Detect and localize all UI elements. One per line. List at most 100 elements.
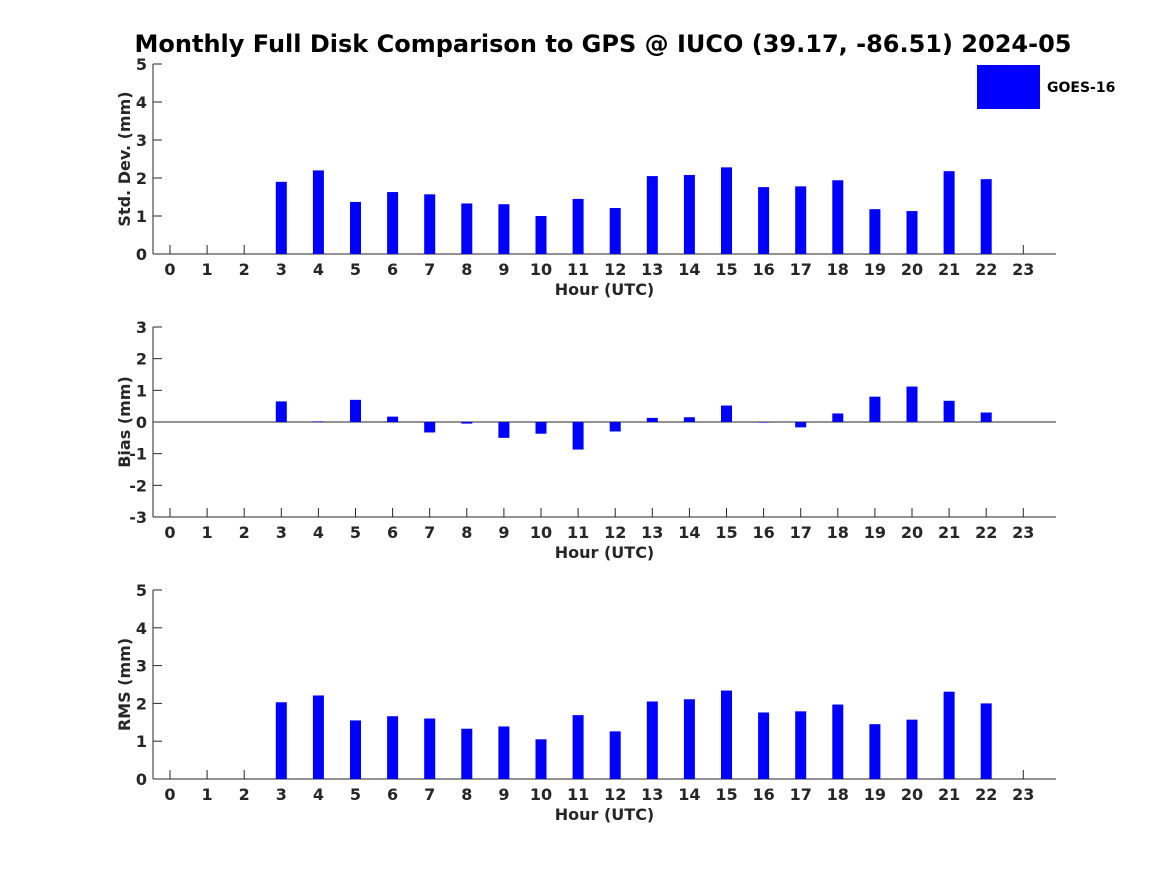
x-axis-label: Hour (UTC) — [555, 280, 655, 299]
bar-std-dev-hour-5 — [350, 201, 361, 254]
x-tick-label: 11 — [567, 523, 589, 542]
x-tick-label: 8 — [461, 260, 472, 279]
y-tick-label: 3 — [136, 318, 147, 337]
x-tick-label: 3 — [276, 260, 287, 279]
x-tick-label: 16 — [752, 785, 774, 804]
y-tick-label: 0 — [136, 770, 147, 789]
bar-rms-hour-4 — [312, 695, 324, 779]
x-tick-label: 4 — [313, 785, 324, 804]
y-tick-label: -2 — [129, 476, 147, 495]
x-tick-label: 5 — [350, 260, 361, 279]
bar-rms-hour-17 — [795, 711, 807, 779]
bar-std-dev-hour-17 — [795, 186, 807, 254]
bar-std-dev-hour-10 — [535, 216, 547, 254]
bar-bias-hour-20 — [906, 386, 918, 422]
bar-bias-hour-14 — [683, 417, 695, 422]
y-tick-label: 2 — [136, 350, 147, 369]
bar-rms-hour-12 — [609, 731, 621, 779]
bar-rms-hour-18 — [832, 704, 844, 779]
x-tick-label: 6 — [387, 523, 398, 542]
x-tick-label: 17 — [790, 785, 812, 804]
bar-bias-hour-7 — [424, 422, 436, 433]
x-tick-label: 0 — [164, 523, 175, 542]
x-tick-label: 16 — [752, 523, 774, 542]
bar-std-dev-hour-7 — [424, 194, 436, 254]
x-tick-label: 6 — [387, 260, 398, 279]
y-tick-label: 4 — [136, 93, 147, 112]
x-tick-label: 4 — [313, 523, 324, 542]
x-tick-label: 12 — [604, 785, 626, 804]
x-tick-label: 0 — [164, 785, 175, 804]
x-tick-label: 1 — [202, 523, 213, 542]
x-tick-label: 9 — [498, 260, 509, 279]
x-tick-label: 15 — [715, 260, 737, 279]
x-tick-label: 10 — [530, 523, 552, 542]
x-axis-label: Hour (UTC) — [555, 805, 655, 824]
bar-bias-hour-3 — [275, 401, 287, 422]
bar-std-dev-hour-6 — [387, 192, 399, 254]
x-tick-label: 12 — [604, 260, 626, 279]
bar-bias-hour-17 — [795, 422, 807, 428]
bar-bias-hour-9 — [498, 422, 510, 438]
x-axis-label: Hour (UTC) — [555, 543, 655, 562]
bar-std-dev-hour-9 — [498, 204, 510, 254]
legend: GOES-16 — [977, 65, 1115, 109]
bar-bias-hour-11 — [572, 422, 584, 450]
x-tick-label: 19 — [864, 523, 886, 542]
x-tick-label: 16 — [752, 260, 774, 279]
y-tick-label: 5 — [136, 55, 147, 74]
bar-rms-hour-16 — [758, 712, 770, 779]
bar-bias-hour-5 — [350, 399, 361, 422]
bar-rms-hour-20 — [906, 719, 918, 779]
bar-rms-hour-8 — [461, 728, 473, 779]
x-tick-label: 22 — [975, 785, 997, 804]
x-tick-label: 2 — [239, 523, 250, 542]
bar-bias-hour-8 — [461, 422, 473, 424]
bar-rms-hour-19 — [869, 724, 881, 779]
bar-rms-hour-7 — [424, 718, 436, 779]
x-tick-label: 23 — [1012, 260, 1034, 279]
bar-bias-hour-13 — [646, 417, 658, 422]
bar-std-dev-hour-12 — [609, 208, 621, 254]
bar-rms-hour-9 — [498, 726, 510, 779]
x-tick-label: 7 — [424, 523, 435, 542]
x-tick-label: 1 — [202, 785, 213, 804]
x-tick-label: 18 — [827, 523, 849, 542]
x-tick-label: 13 — [641, 785, 663, 804]
bar-std-dev-hour-11 — [572, 198, 584, 254]
x-tick-label: 7 — [424, 260, 435, 279]
bar-rms-hour-3 — [275, 702, 287, 779]
bar-std-dev-hour-14 — [683, 174, 695, 254]
x-tick-label: 10 — [530, 785, 552, 804]
bar-bias-hour-10 — [535, 422, 547, 434]
x-tick-label: 12 — [604, 523, 626, 542]
bar-bias-hour-12 — [609, 422, 621, 432]
y-tick-label: 4 — [136, 619, 147, 638]
x-tick-label: 20 — [901, 785, 923, 804]
bar-rms-hour-22 — [980, 703, 992, 779]
bar-rms-hour-10 — [535, 739, 547, 779]
x-tick-label: 19 — [864, 260, 886, 279]
y-tick-label: 2 — [136, 169, 147, 188]
chart-title: Monthly Full Disk Comparison to GPS @ IU… — [135, 30, 1072, 58]
bar-rms-hour-13 — [646, 701, 658, 779]
bar-std-dev-hour-8 — [461, 203, 473, 254]
x-tick-label: 22 — [975, 523, 997, 542]
x-tick-label: 1 — [202, 260, 213, 279]
bar-std-dev-hour-22 — [980, 179, 992, 254]
bar-std-dev-hour-16 — [758, 187, 770, 254]
x-tick-label: 14 — [678, 785, 700, 804]
x-tick-label: 22 — [975, 260, 997, 279]
y-tick-label: 1 — [136, 381, 147, 400]
legend-label: GOES-16 — [1047, 80, 1115, 96]
x-tick-label: 20 — [901, 260, 923, 279]
x-tick-label: 2 — [239, 260, 250, 279]
bar-bias-hour-15 — [721, 405, 732, 422]
y-tick-label: -3 — [129, 508, 147, 527]
bar-bias-hour-22 — [980, 412, 992, 422]
x-tick-label: 3 — [276, 523, 287, 542]
y-tick-label: 0 — [136, 245, 147, 264]
x-tick-label: 11 — [567, 785, 589, 804]
x-tick-label: 11 — [567, 260, 589, 279]
